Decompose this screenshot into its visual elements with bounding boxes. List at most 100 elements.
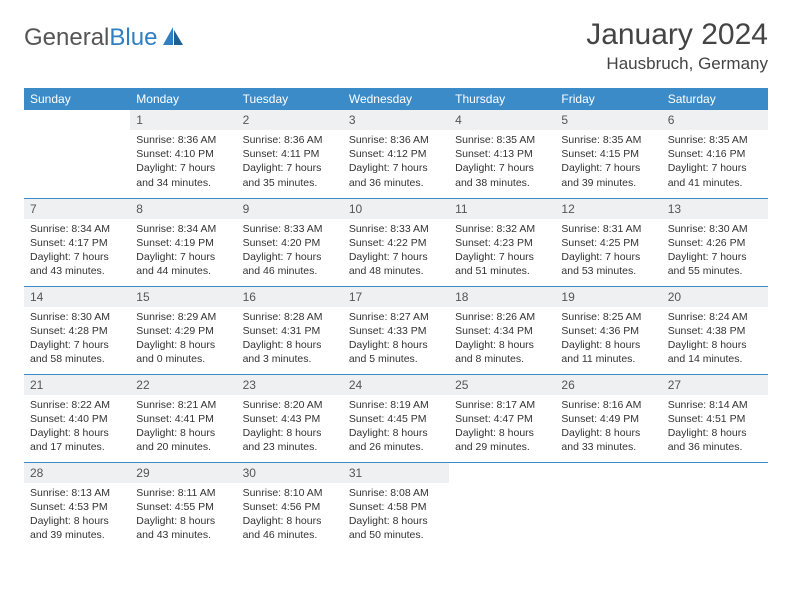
day-content: Sunrise: 8:08 AMSunset: 4:58 PMDaylight:… bbox=[343, 483, 449, 549]
calendar-cell: 9Sunrise: 8:33 AMSunset: 4:20 PMDaylight… bbox=[237, 198, 343, 286]
sunset-line: Sunset: 4:20 PM bbox=[243, 236, 337, 250]
sunset-line: Sunset: 4:43 PM bbox=[243, 412, 337, 426]
daylight-line: Daylight: 8 hours and 23 minutes. bbox=[243, 426, 337, 454]
daylight-line: Daylight: 7 hours and 51 minutes. bbox=[455, 250, 549, 278]
daylight-line: Daylight: 7 hours and 58 minutes. bbox=[30, 338, 124, 366]
calendar-cell: 2Sunrise: 8:36 AMSunset: 4:11 PMDaylight… bbox=[237, 110, 343, 198]
day-number: 28 bbox=[24, 463, 130, 483]
sunset-line: Sunset: 4:11 PM bbox=[243, 147, 337, 161]
sunrise-line: Sunrise: 8:30 AM bbox=[668, 222, 762, 236]
day-number: 6 bbox=[662, 110, 768, 130]
sunrise-line: Sunrise: 8:21 AM bbox=[136, 398, 230, 412]
calendar-table: SundayMondayTuesdayWednesdayThursdayFrid… bbox=[24, 88, 768, 550]
day-number: 27 bbox=[662, 375, 768, 395]
day-number: 5 bbox=[555, 110, 661, 130]
daylight-line: Daylight: 7 hours and 35 minutes. bbox=[243, 161, 337, 189]
day-content: Sunrise: 8:35 AMSunset: 4:15 PMDaylight:… bbox=[555, 130, 661, 196]
sunset-line: Sunset: 4:34 PM bbox=[455, 324, 549, 338]
sunrise-line: Sunrise: 8:20 AM bbox=[243, 398, 337, 412]
daylight-line: Daylight: 8 hours and 8 minutes. bbox=[455, 338, 549, 366]
sunrise-line: Sunrise: 8:11 AM bbox=[136, 486, 230, 500]
day-content: Sunrise: 8:36 AMSunset: 4:11 PMDaylight:… bbox=[237, 130, 343, 196]
sunrise-line: Sunrise: 8:26 AM bbox=[455, 310, 549, 324]
sunrise-line: Sunrise: 8:27 AM bbox=[349, 310, 443, 324]
daylight-line: Daylight: 8 hours and 11 minutes. bbox=[561, 338, 655, 366]
calendar-cell: 13Sunrise: 8:30 AMSunset: 4:26 PMDayligh… bbox=[662, 198, 768, 286]
calendar-cell: 16Sunrise: 8:28 AMSunset: 4:31 PMDayligh… bbox=[237, 286, 343, 374]
calendar-cell bbox=[24, 110, 130, 198]
daylight-line: Daylight: 7 hours and 39 minutes. bbox=[561, 161, 655, 189]
sunrise-line: Sunrise: 8:25 AM bbox=[561, 310, 655, 324]
sunset-line: Sunset: 4:28 PM bbox=[30, 324, 124, 338]
sunset-line: Sunset: 4:23 PM bbox=[455, 236, 549, 250]
daylight-line: Daylight: 8 hours and 26 minutes. bbox=[349, 426, 443, 454]
daylight-line: Daylight: 7 hours and 34 minutes. bbox=[136, 161, 230, 189]
day-number: 14 bbox=[24, 287, 130, 307]
day-number: 10 bbox=[343, 199, 449, 219]
calendar-cell: 22Sunrise: 8:21 AMSunset: 4:41 PMDayligh… bbox=[130, 374, 236, 462]
day-content: Sunrise: 8:27 AMSunset: 4:33 PMDaylight:… bbox=[343, 307, 449, 373]
daylight-line: Daylight: 8 hours and 3 minutes. bbox=[243, 338, 337, 366]
daylight-line: Daylight: 8 hours and 43 minutes. bbox=[136, 514, 230, 542]
calendar-cell bbox=[555, 462, 661, 550]
sunrise-line: Sunrise: 8:35 AM bbox=[561, 133, 655, 147]
sunrise-line: Sunrise: 8:30 AM bbox=[30, 310, 124, 324]
day-number: 20 bbox=[662, 287, 768, 307]
day-number: 8 bbox=[130, 199, 236, 219]
calendar-cell: 14 Sunrise: 8:30 AMSunset: 4:28 PMDayligh… bbox=[24, 286, 130, 374]
daylight-line: Daylight: 8 hours and 17 minutes. bbox=[30, 426, 124, 454]
calendar-cell: 8Sunrise: 8:34 AMSunset: 4:19 PMDaylight… bbox=[130, 198, 236, 286]
daylight-line: Daylight: 7 hours and 36 minutes. bbox=[349, 161, 443, 189]
calendar-cell bbox=[662, 462, 768, 550]
day-number: 30 bbox=[237, 463, 343, 483]
sunrise-line: Sunrise: 8:13 AM bbox=[30, 486, 124, 500]
day-content: Sunrise: 8:32 AMSunset: 4:23 PMDaylight:… bbox=[449, 219, 555, 285]
day-number: 1 bbox=[130, 110, 236, 130]
day-content: Sunrise: 8:33 AMSunset: 4:20 PMDaylight:… bbox=[237, 219, 343, 285]
calendar-cell: 5Sunrise: 8:35 AMSunset: 4:15 PMDaylight… bbox=[555, 110, 661, 198]
daylight-line: Daylight: 7 hours and 38 minutes. bbox=[455, 161, 549, 189]
sunset-line: Sunset: 4:13 PM bbox=[455, 147, 549, 161]
day-number: 7 bbox=[24, 199, 130, 219]
day-number: 17 bbox=[343, 287, 449, 307]
day-number: 18 bbox=[449, 287, 555, 307]
sunset-line: Sunset: 4:25 PM bbox=[561, 236, 655, 250]
day-number: 4 bbox=[449, 110, 555, 130]
day-number: 23 bbox=[237, 375, 343, 395]
day-number: 21 bbox=[24, 375, 130, 395]
month-title: January 2024 bbox=[586, 18, 768, 52]
day-header: Monday bbox=[130, 88, 236, 110]
calendar-cell: 25Sunrise: 8:17 AMSunset: 4:47 PMDayligh… bbox=[449, 374, 555, 462]
sunset-line: Sunset: 4:58 PM bbox=[349, 500, 443, 514]
day-header: Friday bbox=[555, 88, 661, 110]
calendar-row: 21Sunrise: 8:22 AMSunset: 4:40 PMDayligh… bbox=[24, 374, 768, 462]
day-header: Wednesday bbox=[343, 88, 449, 110]
day-content: Sunrise: 8:22 AMSunset: 4:40 PMDaylight:… bbox=[24, 395, 130, 461]
calendar-cell: 24Sunrise: 8:19 AMSunset: 4:45 PMDayligh… bbox=[343, 374, 449, 462]
sunset-line: Sunset: 4:49 PM bbox=[561, 412, 655, 426]
sunrise-line: Sunrise: 8:33 AM bbox=[243, 222, 337, 236]
calendar-cell: 7Sunrise: 8:34 AMSunset: 4:17 PMDaylight… bbox=[24, 198, 130, 286]
sunrise-line: Sunrise: 8:24 AM bbox=[668, 310, 762, 324]
daylight-line: Daylight: 8 hours and 20 minutes. bbox=[136, 426, 230, 454]
sunrise-line: Sunrise: 8:35 AM bbox=[455, 133, 549, 147]
calendar-cell bbox=[449, 462, 555, 550]
sunset-line: Sunset: 4:40 PM bbox=[30, 412, 124, 426]
calendar-cell: 3Sunrise: 8:36 AMSunset: 4:12 PMDaylight… bbox=[343, 110, 449, 198]
day-header: Sunday bbox=[24, 88, 130, 110]
daylight-line: Daylight: 7 hours and 43 minutes. bbox=[30, 250, 124, 278]
calendar-row: 14Sunrise: 8:30 AMSunset: 4:28 PMDayligh… bbox=[24, 286, 768, 374]
daylight-line: Daylight: 8 hours and 36 minutes. bbox=[668, 426, 762, 454]
calendar-cell: 11Sunrise: 8:32 AMSunset: 4:23 PMDayligh… bbox=[449, 198, 555, 286]
sunset-line: Sunset: 4:41 PM bbox=[136, 412, 230, 426]
sunset-line: Sunset: 4:15 PM bbox=[561, 147, 655, 161]
day-content: Sunrise: 8:19 AMSunset: 4:45 PMDaylight:… bbox=[343, 395, 449, 461]
day-content: Sunrise: 8:26 AMSunset: 4:34 PMDaylight:… bbox=[449, 307, 555, 373]
sunrise-line: Sunrise: 8:34 AM bbox=[30, 222, 124, 236]
daylight-line: Daylight: 8 hours and 29 minutes. bbox=[455, 426, 549, 454]
daylight-line: Daylight: 7 hours and 46 minutes. bbox=[243, 250, 337, 278]
sunset-line: Sunset: 4:22 PM bbox=[349, 236, 443, 250]
daylight-line: Daylight: 8 hours and 46 minutes. bbox=[243, 514, 337, 542]
sunset-line: Sunset: 4:16 PM bbox=[668, 147, 762, 161]
sunrise-line: Sunrise: 8:19 AM bbox=[349, 398, 443, 412]
